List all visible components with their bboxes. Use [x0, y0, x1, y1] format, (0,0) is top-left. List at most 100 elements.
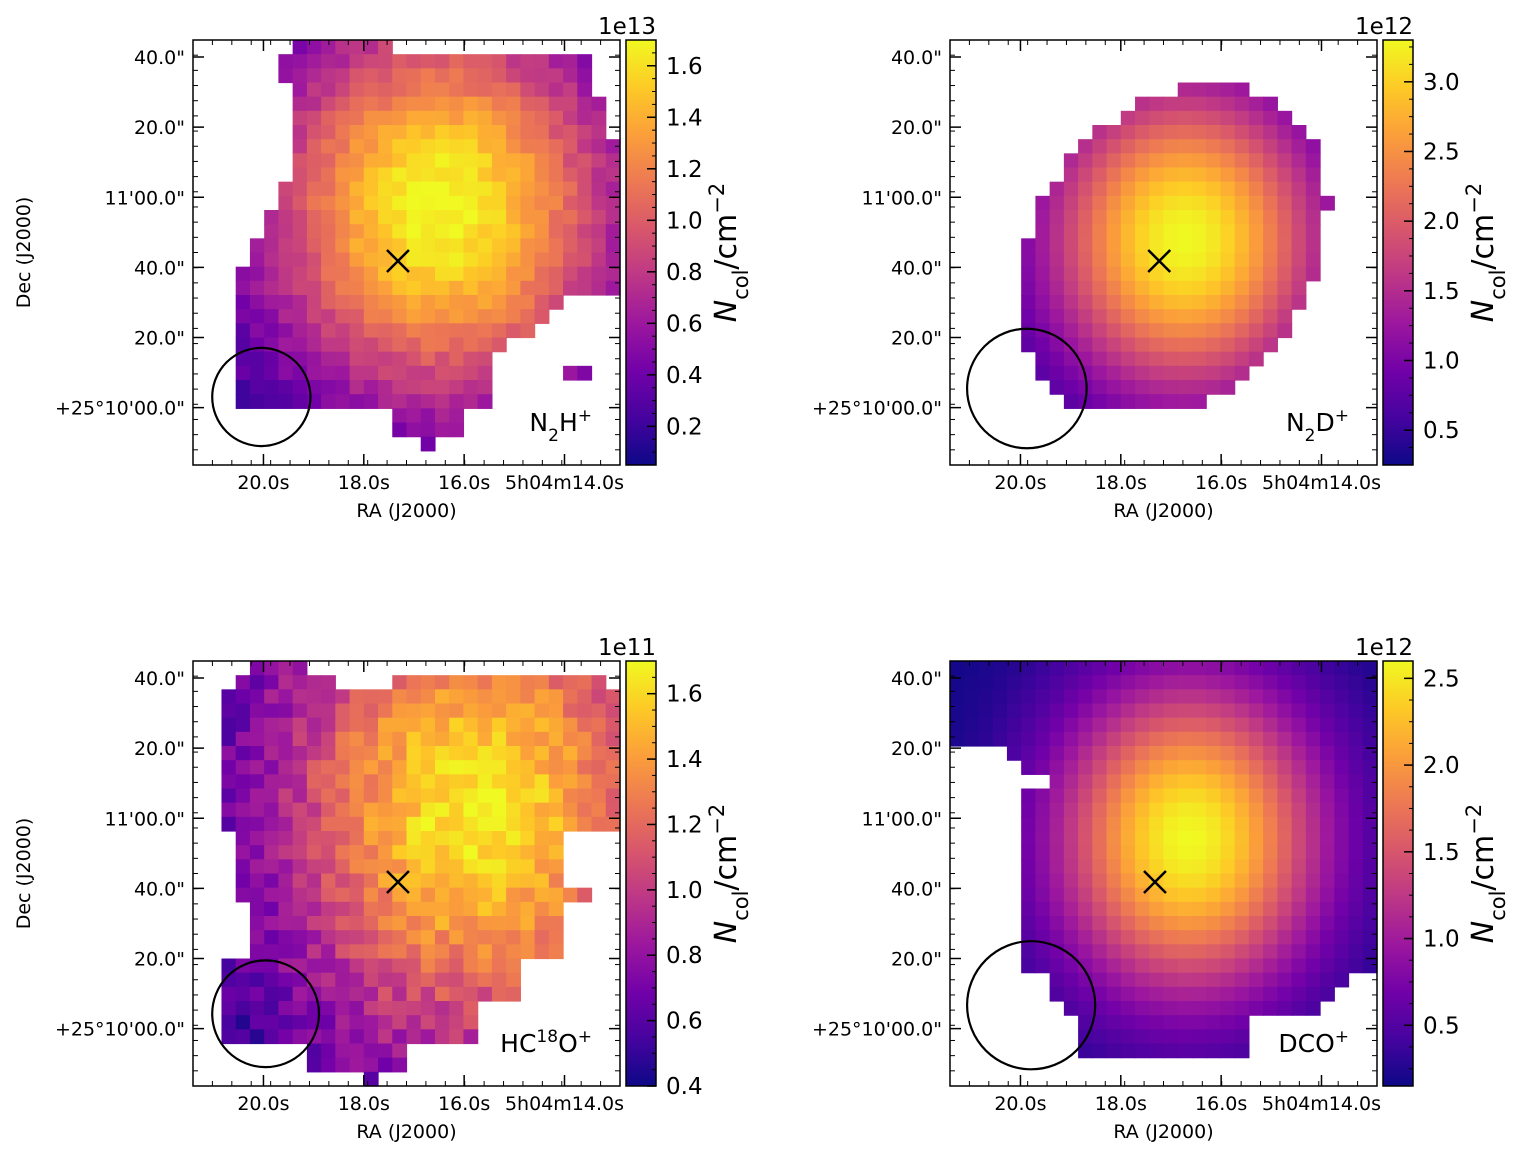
heatmap-cell: [1035, 337, 1051, 353]
heatmap-cell: [577, 110, 593, 126]
heatmap-cell: [1206, 944, 1222, 960]
heatmap-cell: [1177, 802, 1193, 818]
heatmap-cell: [306, 788, 322, 804]
heatmap-cell: [1063, 224, 1079, 239]
heatmap-cell: [477, 394, 493, 409]
heatmap-cell: [1021, 295, 1036, 310]
colorbar: [1382, 660, 1414, 1087]
heatmap-cell: [349, 746, 365, 761]
heatmap-cell: [463, 224, 479, 239]
heatmap-cell: [520, 774, 536, 790]
heatmap-cell: [1177, 139, 1193, 154]
heatmap-cell: [264, 351, 279, 367]
heatmap-cell: [1305, 675, 1321, 690]
heatmap-cell: [264, 210, 279, 225]
heatmap-cell: [1305, 901, 1321, 917]
heatmap-cell: [306, 916, 322, 931]
heatmap-cell: [577, 181, 593, 197]
heatmap-cell: [548, 110, 564, 126]
heatmap-cell: [321, 167, 336, 183]
heatmap-cell: [1092, 816, 1108, 832]
heatmap-cell: [434, 280, 450, 296]
heatmap-cell: [1163, 1043, 1179, 1059]
heatmap-cell: [1092, 337, 1108, 353]
heatmap-cell: [434, 760, 450, 775]
heatmap-cell: [1135, 944, 1150, 960]
heatmap-cell: [321, 40, 336, 55]
heatmap-cell: [363, 944, 379, 960]
heatmap-cell: [1191, 337, 1207, 353]
heatmap-cell: [1305, 181, 1321, 197]
heatmap-cell: [1021, 309, 1036, 324]
heatmap-cell: [378, 54, 393, 69]
heatmap-cell: [506, 153, 521, 169]
heatmap-cell: [349, 1057, 365, 1073]
heatmap-cell: [420, 309, 436, 324]
heatmap-cell: [363, 746, 379, 761]
heatmap-cell: [1092, 873, 1108, 889]
heatmap-cell: [378, 1015, 393, 1030]
heatmap-cell: [491, 210, 507, 225]
heatmap-cell: [1035, 802, 1051, 818]
heatmap-cell: [548, 887, 564, 903]
heatmap-cell: [434, 859, 450, 875]
heatmap-cell: [463, 181, 479, 197]
axis-ticks: [193, 661, 620, 1086]
heatmap-cell: [1305, 746, 1321, 761]
heatmap-cell: [1263, 195, 1278, 211]
heatmap-cell: [1234, 224, 1250, 239]
heatmap-cell: [992, 731, 1008, 747]
heatmap-cell: [1206, 82, 1222, 98]
heatmap-cell: [349, 238, 365, 254]
heatmap-cell: [563, 110, 578, 126]
colorbar-tick-label: 1.4: [666, 747, 703, 773]
heatmap-cell: [1021, 831, 1036, 846]
heatmap-cell: [1234, 859, 1250, 875]
heatmap-cell: [548, 54, 564, 69]
heatmap-cell: [278, 238, 294, 254]
heatmap-cell: [506, 901, 521, 917]
heatmap-cell: [506, 873, 521, 889]
heatmap-cell: [1277, 816, 1293, 832]
heatmap-cell: [548, 788, 564, 804]
heatmap-cell: [1120, 972, 1136, 988]
heatmap-cell: [1149, 944, 1165, 960]
heatmap-cell: [406, 689, 422, 705]
heatmap-cell: [392, 887, 408, 903]
heatmap-cell: [463, 816, 479, 832]
heatmap-cell: [506, 210, 521, 225]
heatmap-cell: [534, 788, 550, 804]
heatmap-cell: [491, 958, 507, 974]
heatmap-cell: [249, 380, 265, 395]
heatmap-cell: [392, 859, 408, 875]
heatmap-cell: [264, 394, 279, 409]
heatmap-cell: [406, 816, 422, 832]
heatmap-cell: [1277, 280, 1293, 296]
heatmap-cell: [449, 380, 465, 395]
heatmap-cell: [349, 703, 365, 719]
heatmap-cell: [378, 1029, 393, 1045]
heatmap-cell: [249, 760, 265, 775]
heatmap-cell: [1049, 845, 1065, 860]
heatmap-cell: [392, 380, 408, 395]
heatmap-cell: [434, 125, 450, 140]
heatmap-cell: [406, 68, 422, 84]
heatmap-cell: [1248, 675, 1264, 690]
heatmap-cell: [1021, 252, 1036, 268]
heatmap-cell: [1277, 972, 1293, 988]
heatmap-cell: [1220, 661, 1236, 676]
heatmap-cell: [1092, 380, 1108, 395]
heatmap-cell: [1277, 760, 1293, 775]
heatmap-cell: [249, 845, 265, 860]
heatmap-cell: [506, 82, 521, 98]
heatmap-cell: [1206, 916, 1222, 931]
heatmap-cell: [321, 760, 336, 775]
heatmap-cell: [449, 54, 465, 69]
heatmap-cell: [577, 54, 593, 69]
heatmap-cell: [1277, 986, 1293, 1002]
heatmap-cell: [1206, 337, 1222, 353]
heatmap-cell: [335, 167, 351, 183]
heatmap-cell: [1277, 309, 1293, 324]
heatmap-cell: [363, 125, 379, 140]
